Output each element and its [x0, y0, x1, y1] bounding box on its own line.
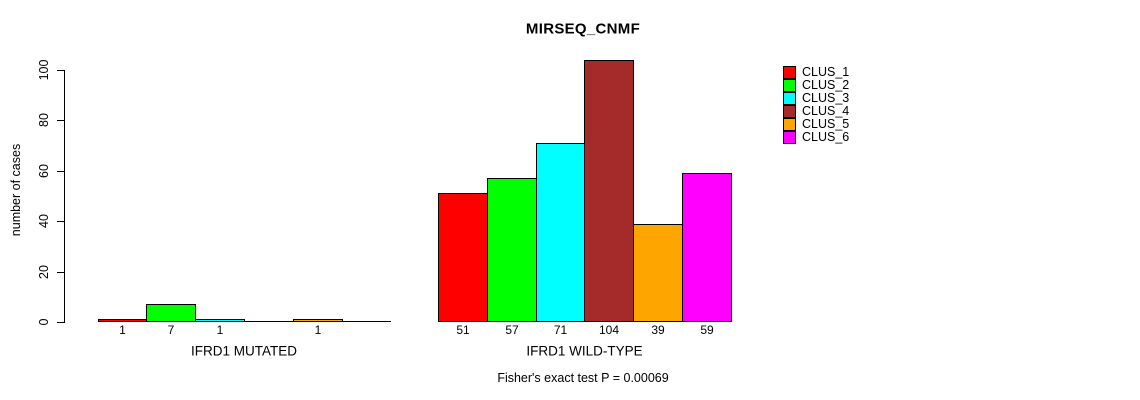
bar-clus1-group1 [98, 319, 147, 322]
legend-swatch-clus3 [783, 92, 796, 105]
legend-label: CLUS_6 [802, 130, 850, 144]
legend-label: CLUS_2 [802, 78, 850, 92]
legend-item: CLUS_5 [783, 118, 849, 131]
group-label: IFRD1 WILD-TYPE [526, 343, 643, 359]
bar-clus3-group1 [195, 319, 245, 322]
legend-swatch-clus1 [783, 66, 796, 79]
bar-value-label: 7 [167, 323, 175, 337]
y-axis-tick [57, 272, 64, 273]
legend-label: CLUS_3 [802, 91, 850, 105]
y-axis-tick [57, 221, 64, 222]
y-axis-tick-label: 80 [37, 113, 51, 127]
legend-swatch-clus5 [783, 118, 796, 131]
bar-clus4-group2 [584, 60, 634, 322]
bar-clus2-group2 [487, 178, 537, 322]
legend-item: CLUS_2 [783, 79, 849, 92]
legend: CLUS_1 CLUS_2 CLUS_3 CLUS_4 CLUS_5 CLUS_6 [783, 66, 849, 144]
bar-clus1-group2 [438, 193, 488, 322]
bar-value-label: 104 [598, 323, 620, 337]
bar-clus6-group1 [342, 321, 391, 322]
legend-label: CLUS_1 [802, 65, 850, 79]
y-axis-tick-label: 20 [37, 265, 51, 279]
legend-item: CLUS_4 [783, 105, 849, 118]
y-axis-tick-label: 60 [37, 164, 51, 178]
bar-value-label: 59 [700, 323, 714, 337]
legend-label: CLUS_5 [802, 117, 850, 131]
legend-label: CLUS_4 [802, 104, 850, 118]
bar-value-label: 1 [314, 323, 322, 337]
y-axis-tick-label: 40 [37, 214, 51, 228]
legend-item: CLUS_1 [783, 66, 849, 79]
bar-clus3-group2 [536, 143, 585, 322]
bar-value-label: 39 [651, 323, 665, 337]
bar-value-label: 71 [553, 323, 568, 337]
legend-item: CLUS_3 [783, 92, 849, 105]
group-label: IFRD1 MUTATED [190, 343, 297, 359]
y-axis-tick [57, 322, 64, 323]
bar-clus5-group1 [293, 319, 343, 322]
bar-value-label: 1 [119, 323, 126, 337]
bar-clus4-group1 [244, 321, 294, 322]
chart-title: MIRSEQ_CNMF [525, 20, 641, 38]
bar-value-label: 1 [216, 323, 224, 337]
bar-clus5-group2 [633, 224, 683, 322]
legend-item: CLUS_6 [783, 131, 849, 144]
y-axis-line [64, 70, 65, 323]
bar-value-label: 57 [505, 323, 519, 337]
fisher-test-annotation: Fisher's exact test P = 0.00069 [497, 371, 669, 385]
legend-swatch-clus6 [783, 131, 796, 144]
y-axis-tick [57, 70, 64, 71]
y-axis-tick-label: 0 [37, 318, 51, 326]
legend-swatch-clus4 [783, 105, 796, 118]
legend-swatch-clus2 [783, 79, 796, 92]
y-axis-tick-label: 100 [37, 59, 51, 81]
bar-clus6-group2 [682, 173, 732, 322]
y-axis-tick [57, 171, 64, 172]
y-axis-tick [57, 120, 64, 121]
bar-clus2-group1 [146, 304, 196, 322]
bar-value-label: 51 [456, 323, 470, 337]
y-axis-label: number of cases [9, 143, 23, 237]
